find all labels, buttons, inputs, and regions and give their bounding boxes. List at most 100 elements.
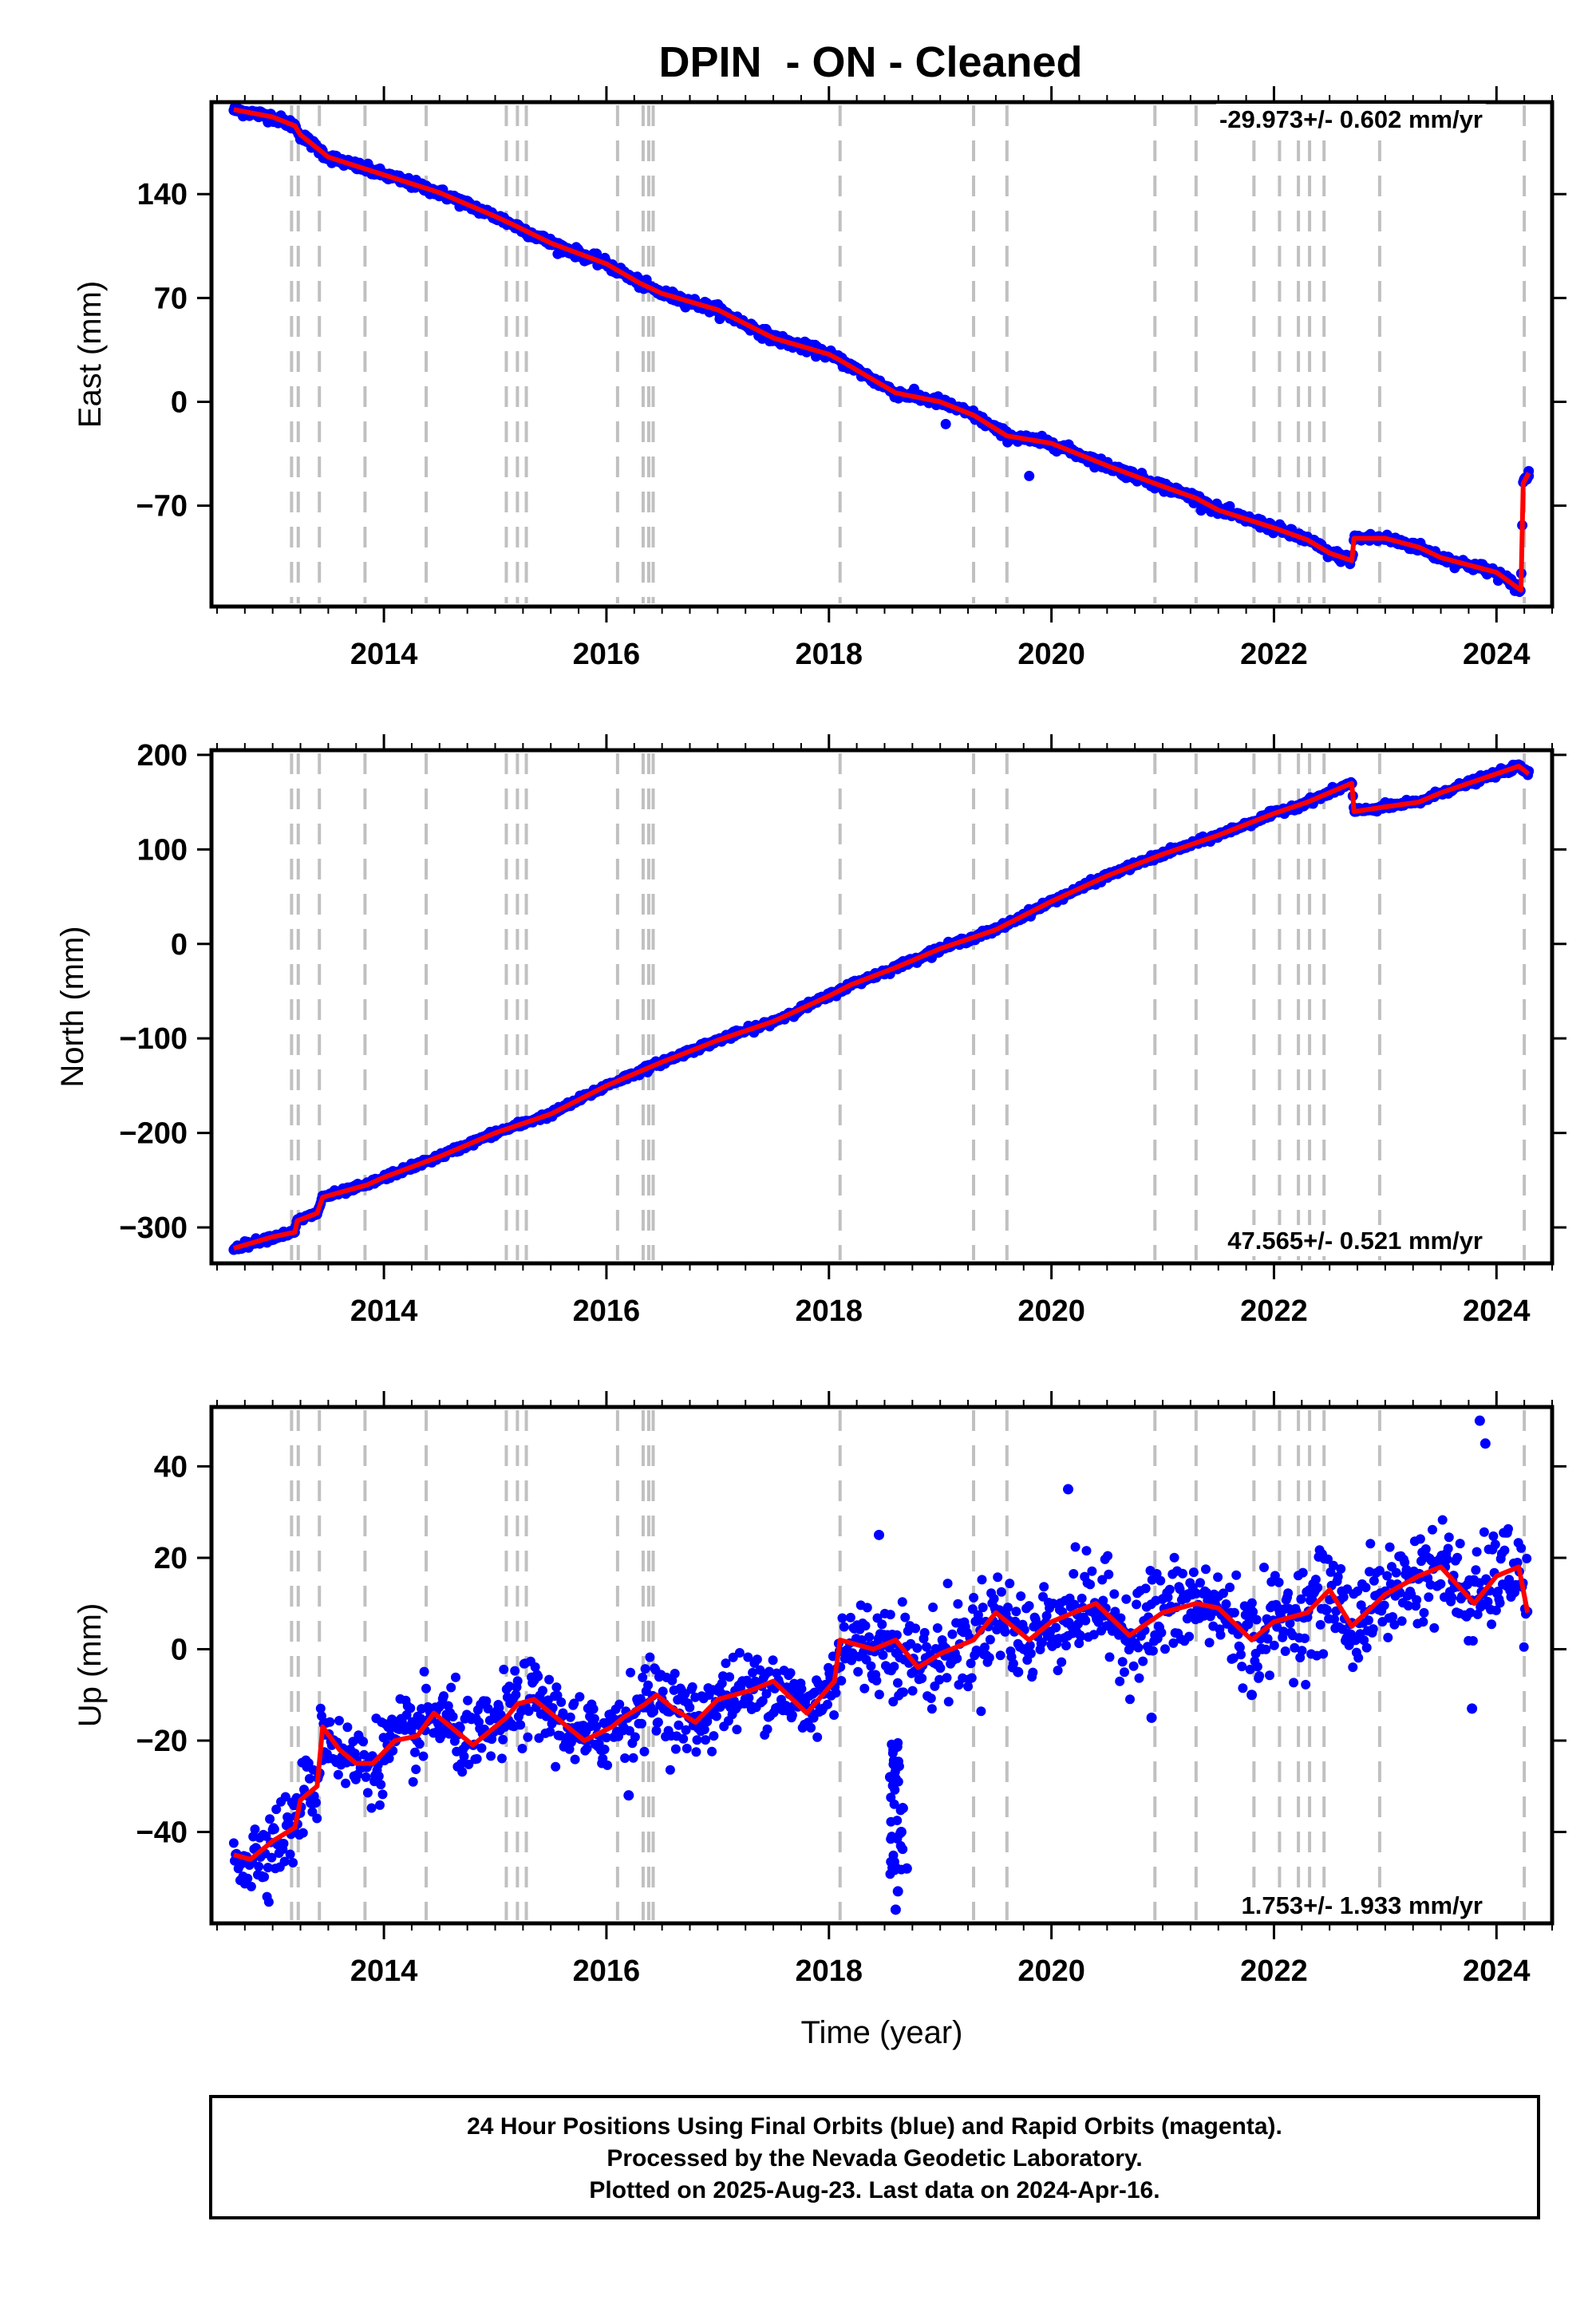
up-point xyxy=(1483,1597,1493,1607)
up-point xyxy=(1419,1607,1429,1618)
up-point xyxy=(499,1664,509,1674)
up-point xyxy=(439,1691,448,1701)
up-point xyxy=(456,1759,466,1769)
east-event-lines xyxy=(290,105,1527,603)
up-point xyxy=(743,1652,753,1662)
up-y-tick-label-3: 20 xyxy=(154,1542,188,1575)
up-point xyxy=(891,1764,901,1774)
up-point xyxy=(678,1733,689,1744)
up-point xyxy=(1368,1624,1378,1634)
up-x-tick-label-4: 2022 xyxy=(1240,1954,1308,1988)
up-point xyxy=(1168,1638,1179,1648)
up-point xyxy=(1120,1667,1129,1678)
up-point xyxy=(839,1622,849,1632)
up-point xyxy=(1039,1582,1049,1592)
up-point xyxy=(928,1603,938,1612)
up-point xyxy=(333,1769,343,1780)
east-frame xyxy=(209,100,1555,609)
up-point xyxy=(517,1744,527,1753)
up-point xyxy=(1338,1592,1349,1603)
up-point xyxy=(1455,1539,1465,1549)
up-point xyxy=(1073,1618,1084,1629)
up-point xyxy=(725,1672,735,1682)
up-x-tick-label-2: 2018 xyxy=(796,1954,863,1988)
up-point xyxy=(892,1833,903,1844)
up-model-line xyxy=(233,1564,1531,1862)
up-outlier-point-0 xyxy=(1474,1415,1485,1426)
up-point xyxy=(279,1856,290,1867)
up-point xyxy=(1148,1646,1158,1656)
up-point xyxy=(1229,1607,1239,1618)
up-point xyxy=(325,1717,335,1727)
up-point xyxy=(874,1690,884,1700)
up-point xyxy=(1221,1599,1231,1609)
up-point xyxy=(483,1704,493,1713)
up-outlier-point-13 xyxy=(1246,1690,1258,1701)
up-point xyxy=(1138,1656,1148,1666)
up-point xyxy=(898,1803,908,1813)
up-point xyxy=(317,1711,326,1721)
up-point xyxy=(446,1682,456,1693)
up-point xyxy=(976,1706,986,1717)
up-point xyxy=(1283,1588,1294,1599)
up-outlier-point-10 xyxy=(874,1529,885,1540)
up-point xyxy=(1076,1631,1086,1642)
east-x-tick-label-4: 2022 xyxy=(1240,638,1308,671)
up-point xyxy=(709,1731,719,1741)
up-point xyxy=(768,1655,778,1666)
up-point xyxy=(1117,1657,1128,1667)
up-point xyxy=(645,1652,655,1662)
up-point xyxy=(486,1751,496,1761)
up-point xyxy=(1465,1607,1476,1618)
up-point xyxy=(836,1676,847,1686)
up-point xyxy=(476,1743,487,1753)
up-point xyxy=(263,1863,273,1873)
up-point xyxy=(831,1688,841,1698)
up-point xyxy=(457,1767,468,1777)
up-point xyxy=(263,1897,274,1907)
up-point xyxy=(1235,1642,1245,1653)
up-point xyxy=(1382,1571,1393,1581)
up-point xyxy=(375,1800,385,1810)
up-point xyxy=(1383,1632,1393,1642)
up-point xyxy=(1333,1571,1343,1582)
up-x-tick-label-1: 2016 xyxy=(573,1954,641,1988)
up-point xyxy=(1115,1676,1125,1686)
up-point xyxy=(620,1753,630,1763)
up-point xyxy=(977,1575,987,1585)
up-point xyxy=(1300,1633,1310,1643)
up-point xyxy=(1088,1630,1099,1640)
up-point xyxy=(829,1710,839,1720)
up-point xyxy=(837,1613,847,1623)
up-point xyxy=(311,1797,321,1808)
up-point xyxy=(952,1654,962,1664)
up-point xyxy=(1237,1662,1247,1672)
up-point xyxy=(1133,1642,1144,1653)
up-point xyxy=(1037,1638,1047,1647)
up-point xyxy=(246,1881,256,1891)
up-point xyxy=(1265,1670,1274,1681)
up-point xyxy=(288,1858,298,1867)
north-frame xyxy=(209,748,1555,1266)
up-point xyxy=(701,1735,710,1745)
east-y-tick-label-0: −70 xyxy=(136,490,188,524)
footer-line-3: Plotted on 2025-Aug-23. Last data on 202… xyxy=(589,2177,1159,2203)
up-outlier-point-3 xyxy=(890,1904,901,1915)
up-point xyxy=(1252,1662,1262,1672)
up-point xyxy=(984,1653,994,1663)
up-point xyxy=(785,1668,796,1678)
up-point xyxy=(1491,1605,1501,1615)
up-point xyxy=(878,1650,888,1660)
up-point xyxy=(1259,1563,1269,1572)
up-point xyxy=(1487,1619,1497,1630)
up-point xyxy=(1005,1579,1015,1589)
up-y-tick-label-2: 0 xyxy=(171,1633,188,1666)
up-point xyxy=(1048,1599,1058,1609)
up-point xyxy=(1323,1554,1333,1564)
footer-box: 24 Hour Positions Using Final Orbits (bl… xyxy=(209,2095,1540,2219)
up-point xyxy=(376,1780,386,1790)
up-point xyxy=(1201,1564,1211,1575)
up-point xyxy=(1385,1542,1395,1552)
up-point xyxy=(649,1706,659,1717)
